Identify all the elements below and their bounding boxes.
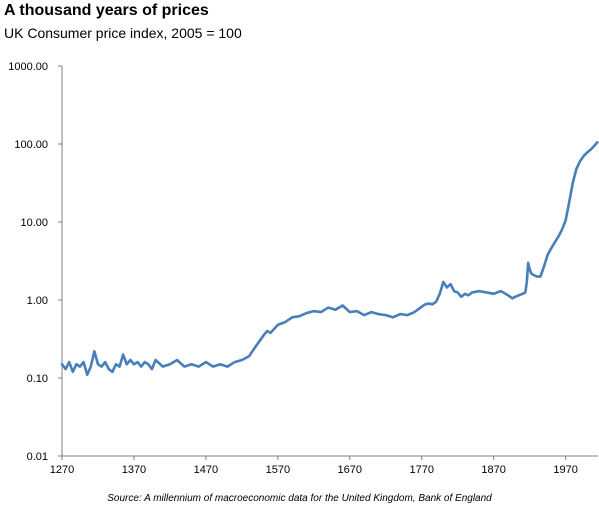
x-tick-label: 1270 xyxy=(50,464,74,476)
chart-axes xyxy=(58,65,598,460)
chart-subtitle: UK Consumer price index, 2005 = 100 xyxy=(4,25,242,41)
y-tick-label: 1000.00 xyxy=(8,61,48,73)
x-tick-label: 1970 xyxy=(553,464,577,476)
y-tick-label: 10.00 xyxy=(20,217,48,229)
y-tick-label: 100.00 xyxy=(14,139,48,151)
x-tick-label: 1470 xyxy=(194,464,218,476)
series-line-0 xyxy=(60,141,599,377)
x-tick-label: 1570 xyxy=(266,464,290,476)
chart-plot-area xyxy=(60,141,599,377)
y-tick-label: 1.00 xyxy=(27,295,48,307)
x-tick-label: 1370 xyxy=(122,464,146,476)
chart-source-note: Source: A millennium of macroeconomic da… xyxy=(107,493,492,504)
chart-tick-labels: 0.01 0.10 1.00 10.00 100.00 1000.00 1270 1370 14… xyxy=(8,61,578,476)
x-tick-label: 1870 xyxy=(481,464,505,476)
x-tick-label: 1770 xyxy=(409,464,433,476)
x-tick-label: 1670 xyxy=(338,464,362,476)
chart-title: A thousand years of prices xyxy=(4,2,209,19)
y-tick-label: 0.01 xyxy=(27,451,48,463)
y-tick-label: 0.10 xyxy=(27,373,48,385)
